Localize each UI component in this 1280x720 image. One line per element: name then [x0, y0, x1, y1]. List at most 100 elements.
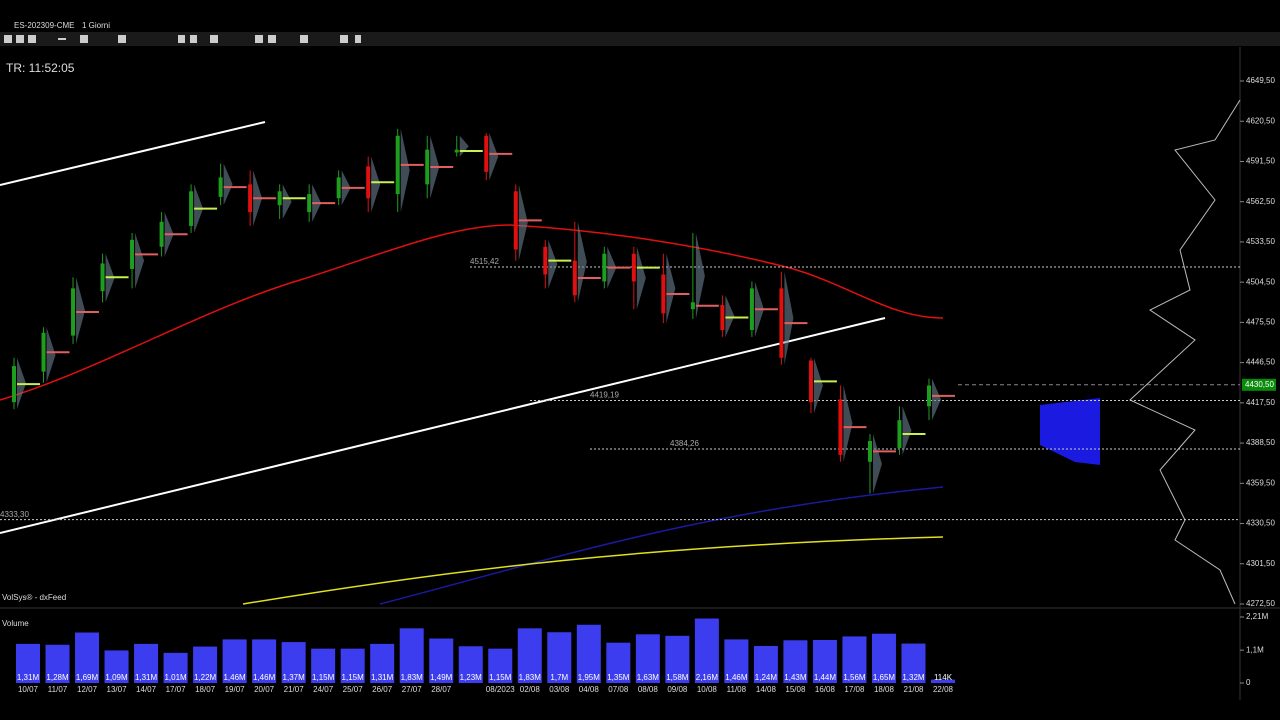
candle-profile [223, 163, 233, 206]
volume-bar [901, 643, 926, 683]
x-tick-label: 24/07 [313, 685, 334, 694]
candle-body [41, 332, 46, 372]
volume-tick-label: 1,1M [1246, 645, 1264, 654]
volume-bar [547, 632, 572, 683]
volume-bar [45, 644, 70, 683]
candle-profile [872, 434, 882, 494]
x-tick-label: 13/07 [107, 685, 128, 694]
candle-profile [76, 277, 86, 344]
volume-tick-label: 2,21M [1246, 612, 1269, 621]
x-tick-label: 11/08 [727, 685, 747, 694]
volume-label: 1,28M [46, 673, 69, 682]
candle-body [159, 221, 164, 247]
volume-bar [635, 634, 660, 683]
volume-bar [134, 643, 159, 683]
candle-body [720, 305, 725, 331]
volume-label: 1,46M [253, 673, 276, 682]
volume-label: 1,83M [519, 673, 542, 682]
moving-average [0, 224, 944, 401]
y-tick-label: 4649,50 [1246, 76, 1275, 85]
candle-body [749, 288, 754, 331]
volume-label: 114K [934, 673, 953, 682]
volume-label: 1,31M [135, 673, 158, 682]
volume-bar [458, 646, 483, 683]
candle-body [631, 253, 636, 282]
trend-line [0, 121, 266, 186]
x-tick-label: 14/07 [136, 685, 157, 694]
candle-body [808, 360, 813, 403]
candle-profile [282, 184, 292, 220]
x-tick-label: 08/08 [638, 685, 659, 694]
candle-profile [577, 221, 587, 303]
candle-body [130, 239, 135, 269]
y-tick-label: 4446,50 [1246, 358, 1275, 367]
candle-body [71, 288, 76, 336]
volume-bar [16, 643, 40, 683]
y-tick-label: 4620,50 [1246, 116, 1275, 125]
volume-bar [429, 638, 454, 683]
level-label: 4384,26 [670, 439, 699, 448]
candle-body [336, 177, 341, 199]
volume-bar [783, 640, 808, 683]
candle-body [779, 288, 784, 358]
x-tick-label: 16/08 [815, 685, 836, 694]
candle-profile [932, 378, 941, 421]
x-tick-label: 10/07 [18, 685, 39, 694]
x-tick-label: 12/07 [77, 685, 98, 694]
trend-line [0, 317, 886, 534]
volume-label: 1,58M [666, 673, 689, 682]
y-tick-label: 4388,50 [1246, 438, 1275, 447]
x-tick-label: 25/07 [343, 685, 364, 694]
volume-label: 1,15M [312, 673, 335, 682]
candle-body [248, 184, 253, 213]
y-tick-label: 4562,50 [1246, 197, 1275, 206]
moving-average [379, 486, 944, 605]
x-tick-label: 15/08 [785, 685, 806, 694]
volume-label: 1,09M [105, 673, 128, 682]
volume-label: 1,35M [607, 673, 630, 682]
candle-profile [666, 253, 676, 324]
volume-label: 1,65M [873, 673, 896, 682]
volume-label: 1,01M [164, 673, 187, 682]
volume-bar [104, 650, 129, 683]
x-tick-label: 11/07 [48, 685, 68, 694]
volume-profile [1040, 398, 1100, 465]
volume-label: 1,31M [17, 673, 40, 682]
x-tick-label: 02/08 [520, 685, 541, 694]
volume-label: 1,15M [342, 673, 365, 682]
volume-label: 1,56M [843, 673, 866, 682]
volume-bar [812, 639, 837, 683]
x-tick-label: 28/07 [431, 685, 452, 694]
x-tick-label: 17/08 [844, 685, 865, 694]
volume-bar [222, 639, 247, 683]
volume-label: 1,32M [902, 673, 925, 682]
candle-profile [400, 128, 410, 213]
candle-body [484, 135, 489, 172]
candle-body [189, 191, 194, 226]
level-label: 4333,30 [0, 510, 29, 519]
candle-body [454, 149, 459, 153]
candle-profile [695, 232, 705, 319]
candle-body [218, 177, 223, 197]
x-tick-label: 22/08 [933, 685, 954, 694]
candle-body [395, 135, 400, 195]
y-tick-label: 4475,50 [1246, 317, 1275, 326]
candle-body [572, 260, 577, 296]
candle-profile [518, 184, 528, 261]
y-tick-label: 4330,50 [1246, 519, 1275, 528]
volume-label: 1,31M [371, 673, 394, 682]
volume-label: 1,63M [637, 673, 660, 682]
timeframe: 1 Giorni [82, 21, 110, 30]
symbol: ES-202309-CME [14, 21, 74, 30]
candle-body [307, 194, 312, 213]
volume-bar [399, 628, 424, 683]
feed: VolSys® - dxFeed [2, 593, 66, 602]
y-tick-label: 4359,50 [1246, 478, 1275, 487]
moving-average [242, 536, 944, 605]
volume-bar [163, 652, 188, 683]
volume-bar [340, 648, 365, 683]
y-tick-label: 4272,50 [1246, 599, 1275, 608]
volume-tick-label: 0 [1246, 678, 1251, 687]
x-tick-label: 20/07 [254, 685, 275, 694]
